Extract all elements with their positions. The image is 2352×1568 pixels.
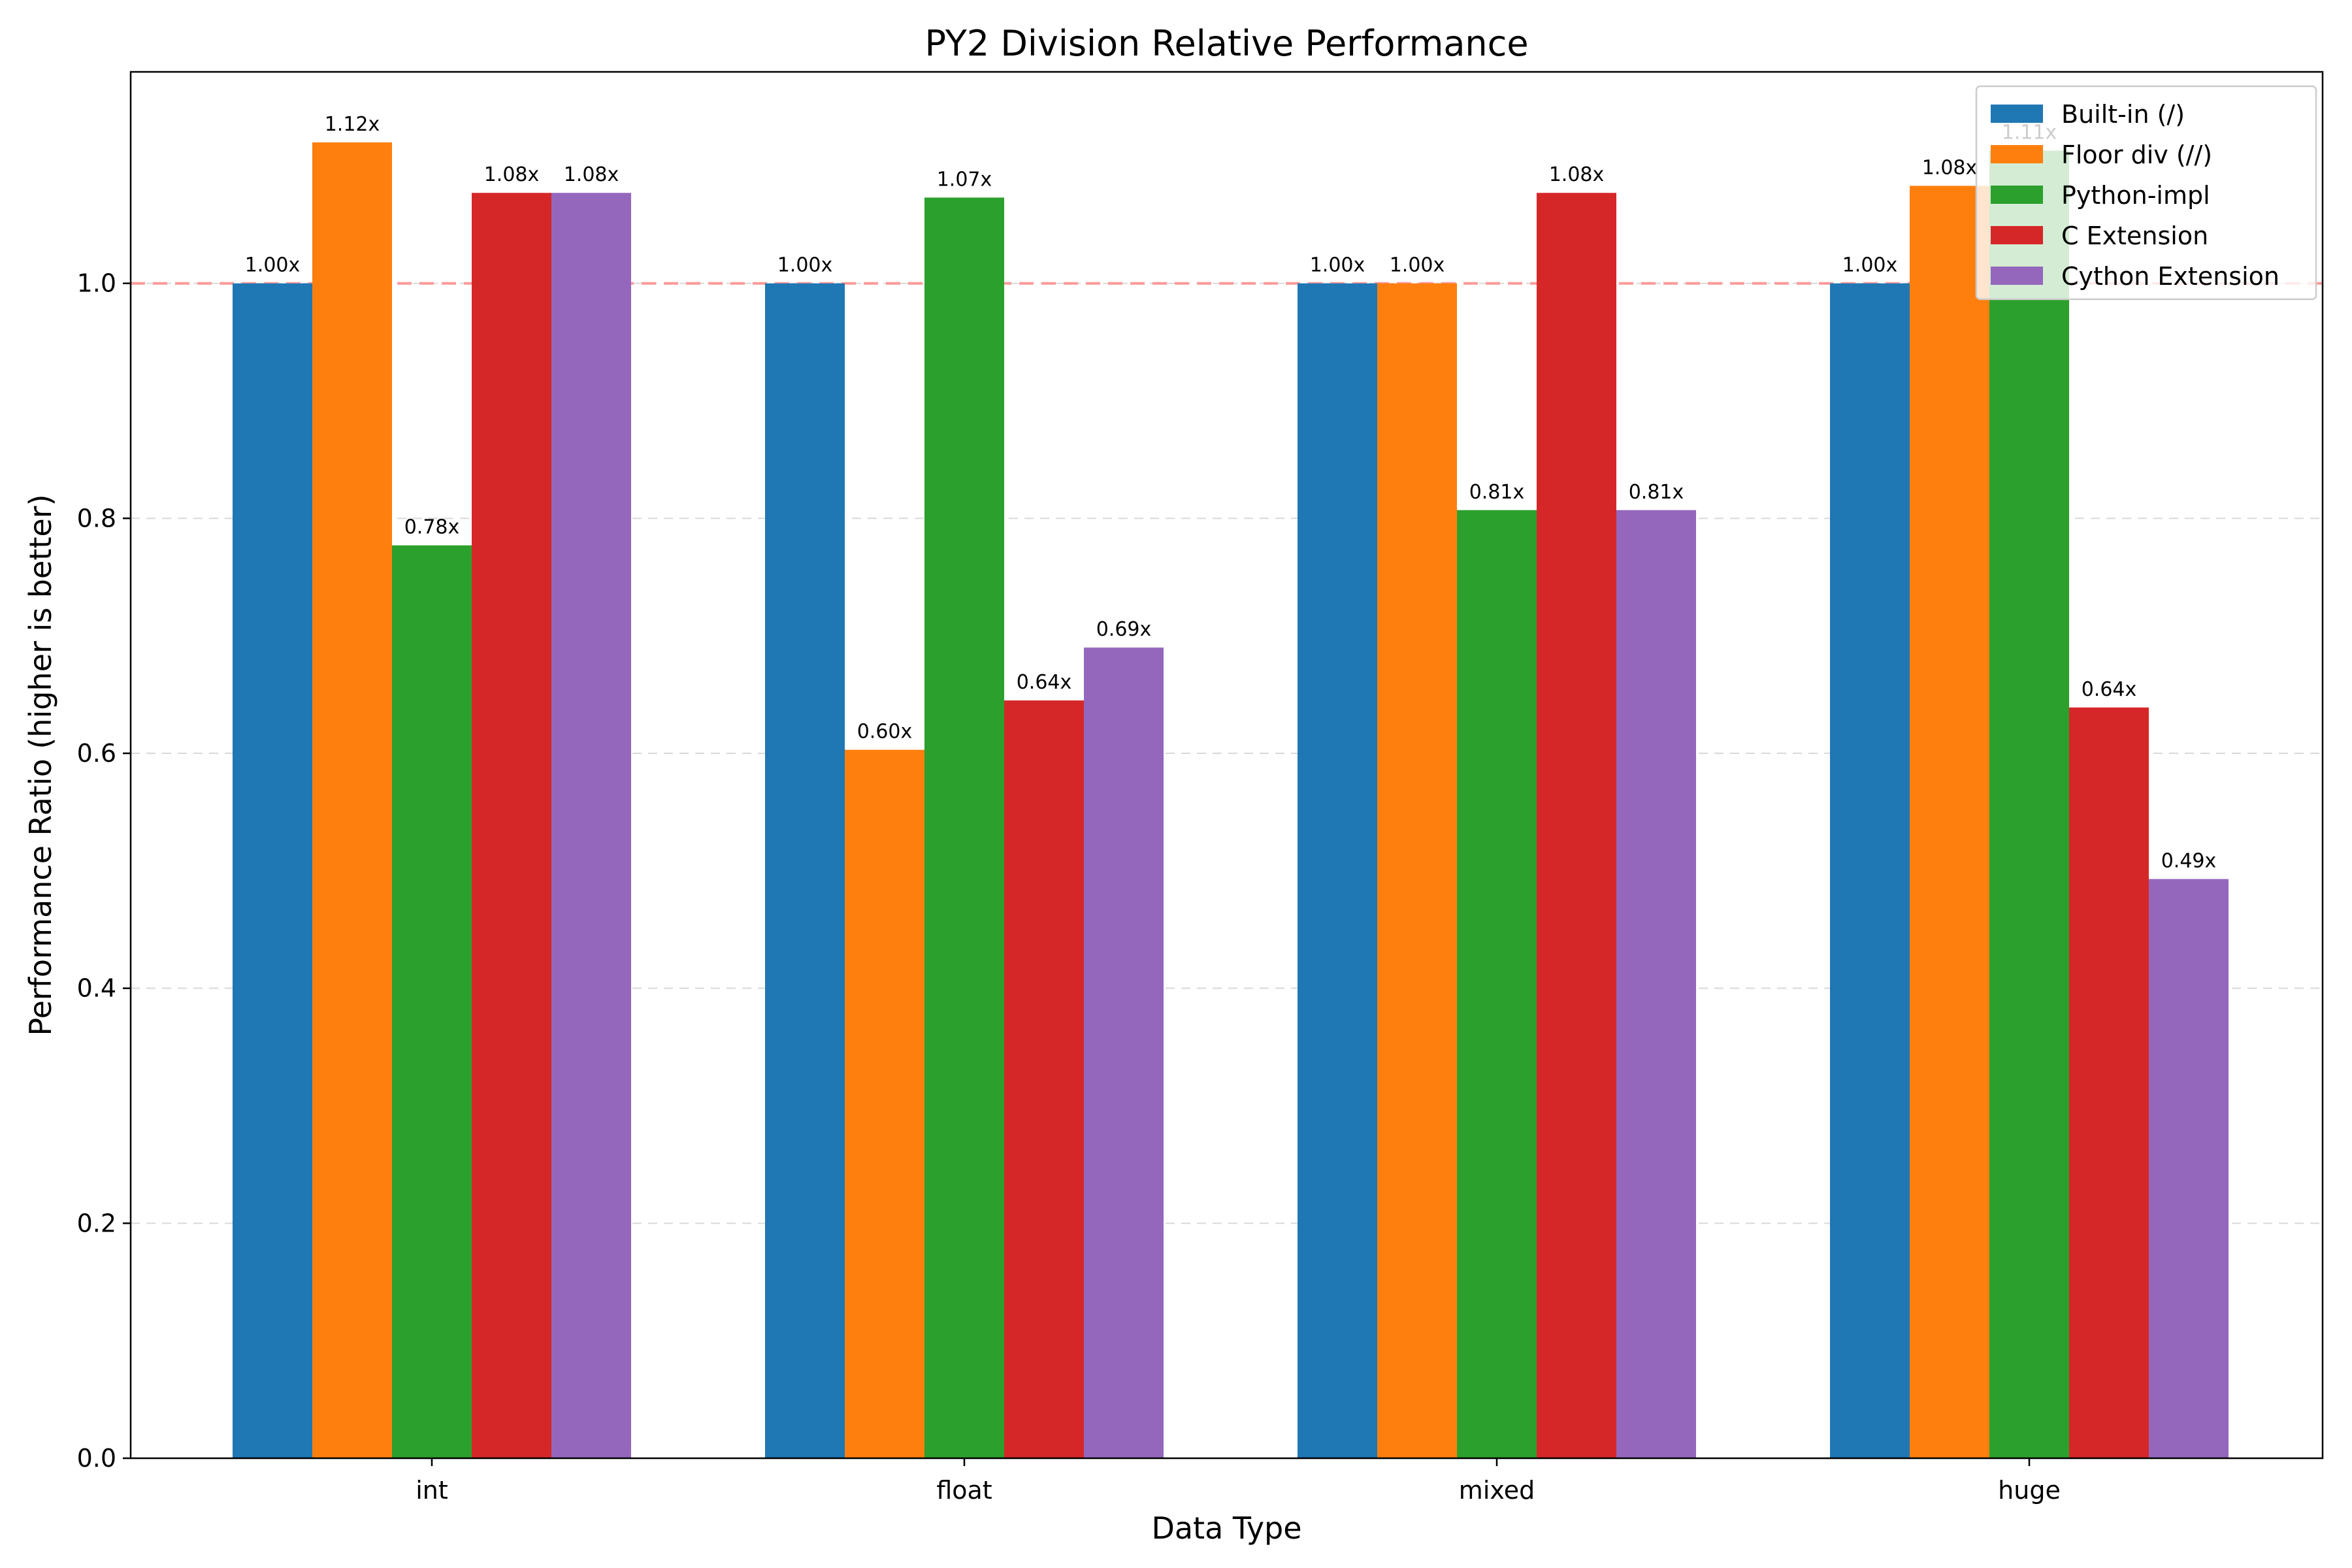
legend-swatch xyxy=(1991,186,2043,204)
x-tick-label: int xyxy=(416,1476,448,1505)
legend-entry-label: Python-impl xyxy=(2061,181,2210,210)
data-label: 1.00x xyxy=(777,254,833,277)
chart-title: PY2 Division Relative Performance xyxy=(924,23,1528,64)
bar-mixed-3 xyxy=(1537,193,1616,1458)
data-label: 0.49x xyxy=(2161,849,2217,872)
legend-entry-label: C Extension xyxy=(2061,221,2208,250)
bar-mixed-1 xyxy=(1377,283,1457,1458)
bar-huge-1 xyxy=(1910,186,1989,1459)
x-tick-label: float xyxy=(936,1476,992,1505)
data-label: 1.00x xyxy=(1310,254,1365,277)
bar-int-3 xyxy=(472,193,551,1458)
bars-layer xyxy=(233,142,2229,1459)
y-axis-label: Performance Ratio (higher is better) xyxy=(23,494,58,1036)
bar-huge-2 xyxy=(1989,150,2069,1458)
data-label: 0.64x xyxy=(1017,671,1072,694)
data-label: 0.78x xyxy=(404,516,460,539)
bar-float-2 xyxy=(924,197,1004,1458)
y-tick-label: 0.6 xyxy=(77,739,116,768)
data-label: 1.00x xyxy=(1390,254,1445,277)
bar-mixed-2 xyxy=(1457,510,1537,1458)
data-label: 1.08x xyxy=(564,163,619,186)
data-label: 1.07x xyxy=(937,168,992,191)
data-label: 1.00x xyxy=(245,254,301,277)
data-label: 0.81x xyxy=(1469,481,1525,504)
legend-swatch xyxy=(1991,267,2043,285)
bar-huge-0 xyxy=(1830,283,1910,1458)
bar-float-1 xyxy=(845,749,924,1458)
bar-int-0 xyxy=(233,283,312,1458)
bar-float-4 xyxy=(1084,647,1164,1459)
data-label: 0.64x xyxy=(2082,678,2137,701)
y-tick-label: 0.4 xyxy=(77,974,116,1003)
legend-entry-label: Built-in (/) xyxy=(2061,100,2185,129)
legend-swatch xyxy=(1991,145,2043,163)
data-label: 1.12x xyxy=(325,113,380,136)
y-tick-label: 1.0 xyxy=(77,269,116,298)
legend-box xyxy=(1975,85,2317,301)
ticks-layer: 0.0 0.2 0.4 0.6 0.8 1.0 int float mixed huge xyxy=(77,269,2061,1505)
plot-frame xyxy=(129,71,2324,1460)
legend-entry-label: Floor div (//) xyxy=(2061,140,2212,169)
x-tick-label: mixed xyxy=(1459,1476,1535,1505)
data-label: 1.08x xyxy=(1549,163,1605,186)
y-tick-label: 0.8 xyxy=(77,504,116,532)
bar-mixed-0 xyxy=(1298,283,1377,1458)
legend-swatch xyxy=(1991,105,2043,123)
data-label: 1.08x xyxy=(484,163,540,186)
data-label: 1.08x xyxy=(1922,156,1978,179)
x-axis-label: Data Type xyxy=(1151,1511,1301,1546)
bar-int-1 xyxy=(312,142,392,1458)
x-tick-label: huge xyxy=(1998,1476,2061,1505)
y-tick-label: 0.0 xyxy=(77,1444,116,1473)
bar-int-4 xyxy=(551,193,631,1458)
legend-swatch xyxy=(1991,226,2043,244)
y-tick-label: 0.2 xyxy=(77,1209,116,1237)
data-label: 0.81x xyxy=(1629,481,1684,504)
legend-entry-label: Cython Extension xyxy=(2061,262,2279,291)
bar-mixed-4 xyxy=(1616,510,1696,1458)
data-label: 0.60x xyxy=(857,721,913,743)
bar-huge-3 xyxy=(2069,707,2149,1458)
bar-float-3 xyxy=(1004,700,1084,1458)
bar-float-0 xyxy=(765,283,845,1458)
data-label: 0.69x xyxy=(1096,618,1152,641)
data-label: 1.00x xyxy=(1842,254,1898,277)
legend: Built-in (/) Floor div (//) Python-impl C E… xyxy=(1975,85,2317,301)
bar-huge-4 xyxy=(2149,879,2229,1458)
bar-int-2 xyxy=(392,545,472,1458)
